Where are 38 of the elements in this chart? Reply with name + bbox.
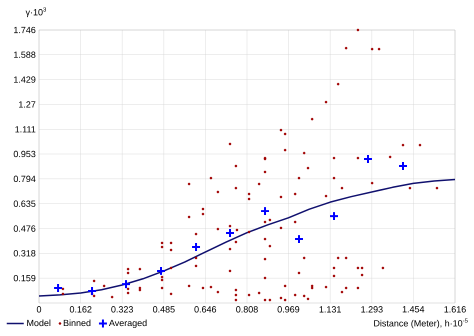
x-tick-label: 0.808 <box>236 306 258 313</box>
legend-label: Binned <box>64 320 90 326</box>
point <box>191 242 202 252</box>
legend-label: Averaged <box>108 320 147 328</box>
x-tick-label: 1.454 <box>402 306 424 312</box>
point <box>329 211 339 222</box>
point <box>398 161 408 172</box>
y-tick-label: 1.111 <box>15 126 36 132</box>
y-tick-label: 0.318 <box>14 250 36 256</box>
x-tick-label: 0.162 <box>70 306 92 313</box>
y-tick-label: 1.588 <box>14 52 36 58</box>
y-tick-label: 0.476 <box>14 225 36 232</box>
x-tick-label: 1.616 <box>444 306 466 313</box>
x-tick-label: 0 <box>36 306 42 313</box>
point <box>87 286 98 296</box>
y-axis-title: γ·10$^{3}$ <box>26 7 46 18</box>
point <box>225 228 235 238</box>
x-axis-title: Distance (Meter), h·10$^{-5}$ <box>374 318 468 328</box>
x-tick-label: 0.969 <box>278 306 300 313</box>
point <box>260 206 270 216</box>
x-tick-label: 1.293 <box>361 306 383 313</box>
y-tick-label: 1.27 <box>19 101 36 108</box>
y-tick-label: 0.953 <box>14 150 36 158</box>
x-tick-label: 0.485 <box>152 306 175 313</box>
y-tick-label: 0.159 <box>14 274 36 282</box>
point <box>294 234 304 244</box>
x-tick-label: 0.323 <box>111 306 133 313</box>
y-tick-label: 1.429 <box>14 76 36 83</box>
y-tick-label: 0.635 <box>14 200 36 207</box>
point <box>156 266 166 276</box>
y-tick-label: 0.794 <box>14 176 36 182</box>
point <box>121 279 131 290</box>
legend-label: Model <box>27 320 50 326</box>
y-tick-label: 1.746 <box>14 26 36 34</box>
x-tick-label: 0.646 <box>194 306 216 313</box>
x-tick-label: 1.131 <box>320 306 341 313</box>
point <box>363 154 373 164</box>
point <box>53 283 64 293</box>
